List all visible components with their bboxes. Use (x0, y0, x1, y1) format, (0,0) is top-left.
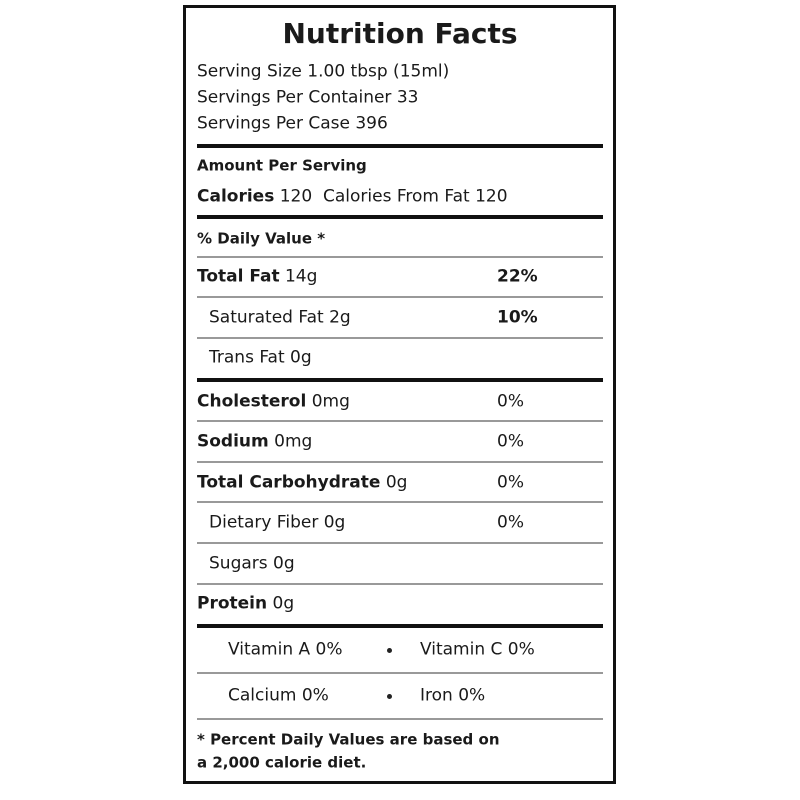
rule (197, 337, 603, 339)
nutrient-amount: 0g (272, 593, 295, 614)
daily-value: 0% (497, 391, 524, 412)
rule (197, 583, 603, 585)
nutrient-row: Dietary Fiber 0g (209, 512, 346, 533)
footnote: * Percent Daily Values are based on (197, 730, 500, 749)
nutrient-amount: 14g (284, 266, 318, 287)
serving-line: Serving Size 1.00 tbsp (15ml) (197, 61, 450, 82)
calories-label: Calories (197, 186, 275, 207)
daily-value: 22% (497, 266, 538, 287)
footnote: a 2,000 calorie diet. (197, 753, 367, 772)
nutrient-row: Trans Fat 0g (209, 347, 312, 368)
calories-row: Calories 120 Calories From Fat 120 (197, 186, 508, 207)
nutrient-name: Trans Fat (209, 347, 285, 368)
daily-value: 0% (497, 431, 524, 452)
rule (197, 624, 603, 628)
vitamin: Iron 0% (420, 685, 486, 706)
nutrient-name: Cholesterol (197, 391, 307, 412)
nutrient-name: Total Fat (197, 266, 280, 287)
rule (197, 672, 603, 674)
fat-calories-label: Calories From Fat (323, 186, 470, 207)
daily-value: 0% (497, 512, 524, 533)
rule (197, 215, 603, 219)
nutrient-name: Sugars (209, 553, 268, 574)
nutrient-name: Total Carbohydrate (197, 472, 381, 493)
nutrient-name: Protein (197, 593, 268, 614)
nutrient-row: Sodium 0mg (197, 431, 313, 452)
rule (197, 378, 603, 382)
amount-header: Amount Per Serving (197, 156, 367, 175)
rule (197, 718, 603, 720)
nutrient-row: Cholesterol 0mg (197, 391, 350, 412)
rule (197, 461, 603, 463)
vitamin: Vitamin A 0% (228, 639, 343, 660)
rule (197, 420, 603, 422)
daily-value: 0% (497, 472, 524, 493)
dv-header: % Daily Value * (197, 229, 326, 248)
nutrient-row: Sugars 0g (209, 553, 295, 574)
bullet (387, 648, 392, 653)
nutrient-row: Total Carbohydrate 0g (197, 472, 408, 493)
fat-calories-value: 120 (475, 186, 508, 207)
title: Nutrition Facts (282, 17, 518, 50)
rule (197, 296, 603, 298)
nutrient-row: Saturated Fat 2g (209, 307, 351, 328)
vitamin: Vitamin C 0% (420, 639, 535, 660)
nutrient-amount: 2g (329, 307, 351, 328)
daily-value: 10% (497, 307, 538, 328)
rule (197, 144, 603, 148)
nutrient-name: Dietary Fiber (209, 512, 319, 533)
serving-line: Servings Per Container 33 (197, 87, 419, 108)
serving-line: Servings Per Case 396 (197, 113, 388, 134)
nutrient-amount: 0mg (274, 431, 313, 452)
nutrient-row: Total Fat 14g (197, 266, 318, 287)
rule (197, 501, 603, 503)
vitamin: Calcium 0% (228, 685, 329, 706)
nutrient-name: Sodium (197, 431, 269, 452)
nutrient-amount: 0mg (311, 391, 350, 412)
nutrient-row: Protein 0g (197, 593, 295, 614)
bullet (387, 694, 392, 699)
nutrient-amount: 0g (290, 347, 312, 368)
rule (197, 542, 603, 544)
nutrient-amount: 0g (273, 553, 295, 574)
nutrient-name: Saturated Fat (209, 307, 324, 328)
nutrition-label (183, 5, 616, 784)
nutrient-amount: 0g (385, 472, 408, 493)
nutrient-amount: 0g (323, 512, 346, 533)
rule (197, 256, 603, 258)
calories-value: 120 (279, 186, 313, 207)
